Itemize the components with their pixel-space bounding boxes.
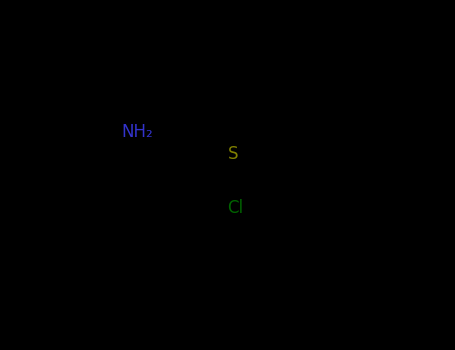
Text: NH₂: NH₂ — [121, 122, 153, 141]
Text: S: S — [228, 145, 238, 163]
Text: Cl: Cl — [228, 199, 243, 217]
